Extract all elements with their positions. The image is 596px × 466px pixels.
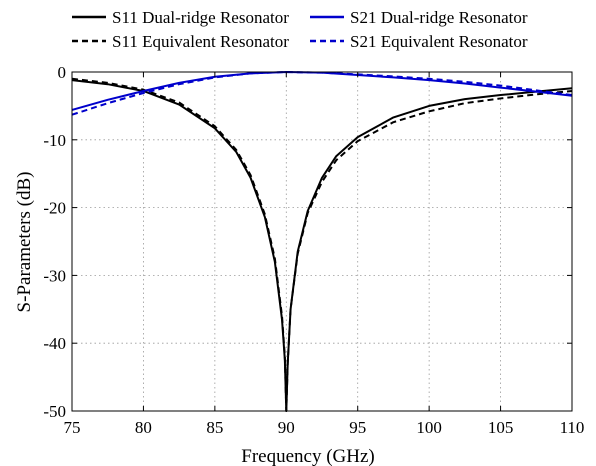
x-tick-label: 95	[349, 418, 366, 437]
series-line-s11-equivalent-resonator	[71, 77, 573, 412]
y-tick-label: -40	[43, 334, 66, 353]
x-tick-label: 85	[206, 418, 223, 437]
series-lines	[71, 71, 573, 412]
grid	[72, 72, 572, 411]
x-tick-label: 105	[488, 418, 514, 437]
series-line-s21-dual-ridge-resonator	[71, 71, 573, 111]
y-axis-ticks: 0 -10 -20 -30 -40 -50	[43, 63, 572, 421]
series-line-s21-equivalent-resonator	[71, 71, 573, 116]
legend-label: S21 Equivalent Resonator	[350, 32, 528, 51]
y-tick-label: -30	[43, 266, 66, 285]
y-tick-label: -20	[43, 199, 66, 218]
y-tick-label: -10	[43, 131, 66, 150]
x-axis-label: Frequency (GHz)	[241, 446, 374, 466]
x-tick-label: 100	[416, 418, 442, 437]
plot-frame	[71, 71, 573, 412]
y-axis-label: S-Parameters (dB)	[14, 172, 35, 313]
legend: S11 Dual-ridge Resonator S21 Dual-ridge R…	[72, 8, 528, 51]
legend-label: S11 Equivalent Resonator	[112, 32, 289, 51]
x-axis-ticks: 75 80 85 90 95 100 105 110	[64, 72, 585, 437]
legend-label: S11 Dual-ridge Resonator	[112, 8, 289, 27]
series-line-s11-dual-ridge-resonator	[71, 79, 573, 412]
x-tick-label: 80	[135, 418, 152, 437]
x-tick-label: 110	[560, 418, 585, 437]
y-tick-label: -50	[43, 402, 66, 421]
x-tick-label: 90	[278, 418, 295, 437]
x-tick-label: 75	[64, 418, 81, 437]
y-tick-label: 0	[58, 63, 67, 82]
legend-label: S21 Dual-ridge Resonator	[350, 8, 528, 27]
